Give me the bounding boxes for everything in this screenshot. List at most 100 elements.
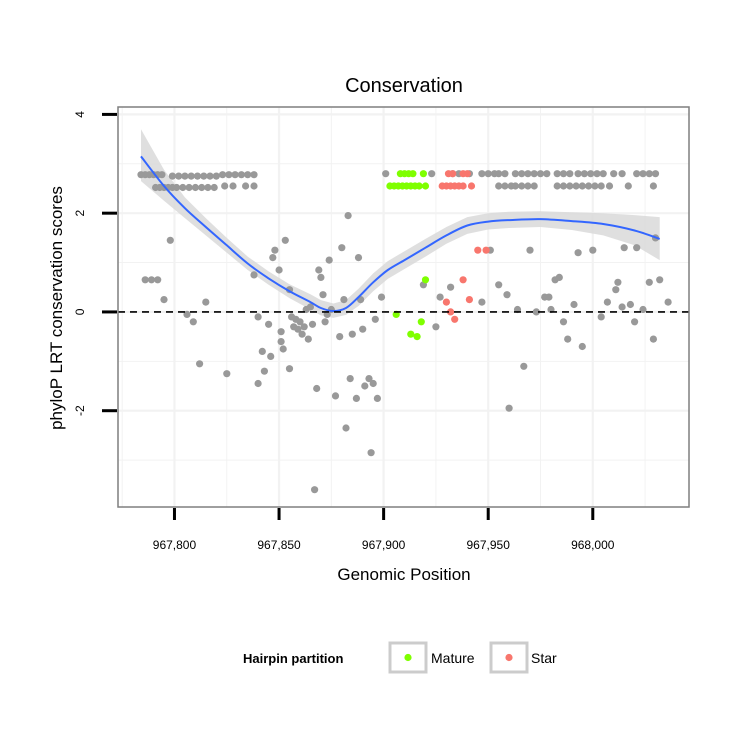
legend: Hairpin partition Mature Star: [243, 641, 557, 674]
data-point: [511, 170, 519, 178]
data-point: [503, 291, 511, 299]
data-point: [154, 276, 162, 284]
data-point: [210, 183, 218, 192]
data-point: [269, 254, 277, 262]
data-point: [524, 182, 532, 190]
data-point: [237, 171, 245, 179]
data-point: [645, 170, 653, 178]
data-point: [566, 170, 574, 178]
data-point: [421, 182, 430, 190]
data-point: [158, 171, 166, 179]
data-point: [354, 254, 363, 262]
x-axis-label: Genomic Position: [337, 565, 470, 584]
data-point: [614, 278, 622, 286]
data-point: [536, 170, 545, 178]
data-point: [313, 384, 321, 393]
data-point: [465, 296, 473, 304]
data-point: [260, 367, 268, 375]
data-point: [482, 246, 490, 254]
data-point: [285, 365, 294, 373]
data-point: [501, 170, 509, 178]
legend-title: Hairpin partition: [243, 651, 343, 666]
data-point: [631, 318, 639, 326]
data-point: [564, 335, 572, 343]
data-point: [231, 171, 239, 179]
data-point: [442, 298, 450, 306]
data-point: [202, 298, 210, 306]
data-point: [321, 318, 329, 326]
data-point: [505, 404, 513, 412]
data-point: [219, 171, 227, 179]
data-point: [432, 323, 440, 331]
confidence-ribbon-layer: [141, 129, 660, 318]
data-point: [254, 379, 262, 388]
data-point: [566, 182, 574, 190]
data-point: [160, 296, 168, 304]
data-point: [597, 182, 605, 190]
data-point: [221, 182, 229, 190]
data-point: [639, 305, 647, 314]
y-tick-label: 4: [73, 111, 87, 118]
data-point: [279, 345, 287, 353]
data-point: [336, 333, 344, 341]
data-point: [520, 362, 528, 370]
panel-background: [118, 107, 689, 507]
data-point: [459, 276, 467, 284]
data-point: [664, 298, 672, 306]
legend-key-box: [489, 641, 529, 674]
data-point: [371, 315, 379, 323]
data-point: [463, 170, 471, 178]
data-point: [495, 170, 503, 178]
data-point: [300, 323, 308, 331]
data-point: [543, 170, 551, 178]
data-point: [187, 172, 195, 180]
data-point: [281, 236, 289, 244]
data-point: [574, 170, 582, 178]
legend-items: Mature Star: [388, 641, 557, 674]
data-point: [419, 170, 427, 178]
data-point: [593, 170, 601, 178]
data-point: [474, 246, 482, 254]
data-point: [367, 449, 375, 457]
data-point: [304, 335, 312, 343]
data-point: [179, 183, 187, 192]
data-point: [344, 212, 352, 220]
data-point: [271, 246, 279, 254]
data-point: [624, 182, 632, 190]
data-point: [530, 182, 538, 190]
data-point: [193, 172, 202, 180]
data-point: [141, 276, 149, 284]
data-point: [147, 276, 156, 284]
legend-item-star: Star: [489, 641, 557, 674]
data-point: [428, 170, 436, 178]
x-tick-label: 967,800: [153, 538, 197, 552]
data-point: [196, 360, 204, 368]
y-axis: -2 0 2 4: [73, 111, 117, 416]
data-point: [254, 313, 262, 321]
data-point: [511, 182, 519, 190]
data-point: [206, 172, 214, 180]
data-point: [612, 286, 620, 294]
panel-frame-layer: [117, 106, 690, 508]
data-point: [559, 170, 568, 178]
data-point: [495, 182, 503, 190]
data-point: [331, 392, 340, 400]
data-point: [639, 170, 647, 178]
data-point: [559, 318, 568, 326]
data-point: [340, 296, 348, 304]
data-point: [250, 171, 258, 179]
data-point: [618, 170, 626, 178]
data-point: [298, 330, 306, 338]
y-tick-label: 2: [73, 210, 87, 217]
data-point: [166, 236, 174, 244]
x-tick-label: 967,900: [362, 538, 406, 552]
series-star: [438, 170, 490, 323]
plot-panel: [118, 107, 689, 507]
data-point: [413, 333, 421, 341]
data-point: [175, 172, 183, 180]
data-point: [421, 276, 430, 284]
data-point: [212, 172, 220, 180]
data-point: [181, 172, 189, 180]
data-point: [553, 182, 561, 190]
